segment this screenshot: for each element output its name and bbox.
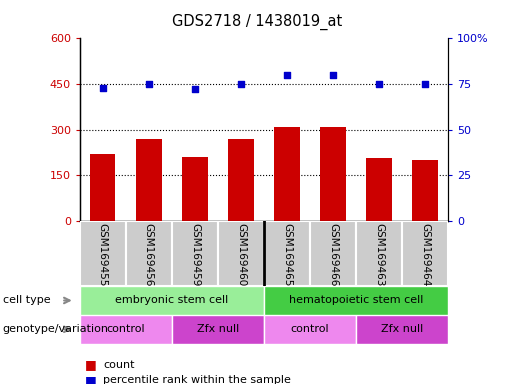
Point <box>283 72 291 78</box>
Bar <box>310 221 356 286</box>
Point <box>99 84 107 91</box>
Text: ■: ■ <box>85 374 97 384</box>
Text: count: count <box>103 360 134 370</box>
Bar <box>90 154 115 221</box>
Point <box>375 81 383 87</box>
Bar <box>356 315 448 344</box>
Bar <box>413 160 438 221</box>
Point <box>191 86 199 93</box>
Text: hematopoietic stem cell: hematopoietic stem cell <box>289 295 423 306</box>
Bar <box>172 221 218 286</box>
Point <box>145 81 153 87</box>
Text: GSM169459: GSM169459 <box>190 223 200 286</box>
Bar <box>366 159 392 221</box>
Bar <box>172 315 264 344</box>
Bar <box>80 286 264 315</box>
Text: cell type: cell type <box>3 295 50 306</box>
Text: GSM169464: GSM169464 <box>420 223 430 286</box>
Text: GSM169460: GSM169460 <box>236 223 246 286</box>
Text: Zfx null: Zfx null <box>381 324 423 334</box>
Bar <box>356 221 402 286</box>
Text: GDS2718 / 1438019_at: GDS2718 / 1438019_at <box>173 13 342 30</box>
Bar <box>320 127 346 221</box>
Bar <box>80 315 172 344</box>
Bar <box>218 221 264 286</box>
Text: GSM169463: GSM169463 <box>374 223 384 286</box>
Bar <box>264 286 448 315</box>
Bar <box>274 127 300 221</box>
Bar <box>264 221 310 286</box>
Text: control: control <box>107 324 145 334</box>
Bar <box>264 315 356 344</box>
Text: ■: ■ <box>85 358 97 371</box>
Text: Zfx null: Zfx null <box>197 324 239 334</box>
Bar <box>126 221 172 286</box>
Text: genotype/variation: genotype/variation <box>3 324 109 334</box>
Bar <box>228 139 253 221</box>
Bar <box>80 221 126 286</box>
Text: GSM169466: GSM169466 <box>328 223 338 286</box>
Point <box>237 81 245 87</box>
Text: control: control <box>290 324 329 334</box>
Text: percentile rank within the sample: percentile rank within the sample <box>103 375 291 384</box>
Point <box>329 72 337 78</box>
Bar <box>136 139 162 221</box>
Point <box>421 81 429 87</box>
Text: GSM169455: GSM169455 <box>98 223 108 286</box>
Text: GSM169465: GSM169465 <box>282 223 292 286</box>
Text: GSM169456: GSM169456 <box>144 223 154 286</box>
Bar <box>402 221 448 286</box>
Bar <box>182 157 208 221</box>
Text: embryonic stem cell: embryonic stem cell <box>115 295 229 306</box>
